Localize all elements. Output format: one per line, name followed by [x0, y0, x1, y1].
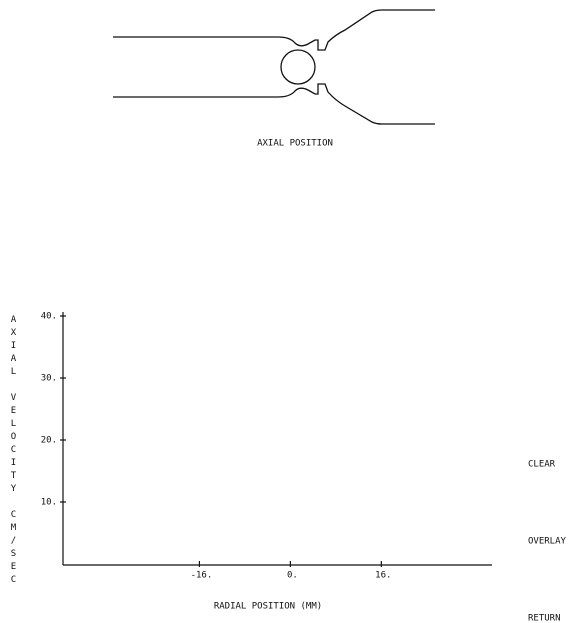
vessel-top-wall — [113, 9, 435, 51]
valve-ball — [280, 49, 316, 85]
x-tick-label: 16. — [375, 571, 391, 581]
y-tick-label: 40. — [41, 312, 57, 322]
x-tick-label: 0. — [287, 571, 298, 581]
y-axis-label: AXIAL VELOCITY CM/SEC — [9, 315, 19, 588]
x-axis-label: RADIAL POSITION (MM) — [214, 602, 322, 612]
diagram-label: AXIAL POSITION — [257, 139, 333, 149]
menu-item[interactable]: OVERLAY — [528, 537, 567, 547]
vessel-bottom-wall — [113, 83, 435, 125]
menu-item[interactable]: CLEAR — [528, 460, 556, 470]
x-tick-label: -16. — [191, 571, 213, 581]
menu-item[interactable]: RETURN — [528, 614, 561, 623]
y-tick-label: 20. — [41, 436, 57, 446]
y-tick-label: 10. — [41, 498, 57, 508]
vessel-diagram — [113, 9, 435, 125]
y-tick-label: 30. — [41, 374, 57, 384]
